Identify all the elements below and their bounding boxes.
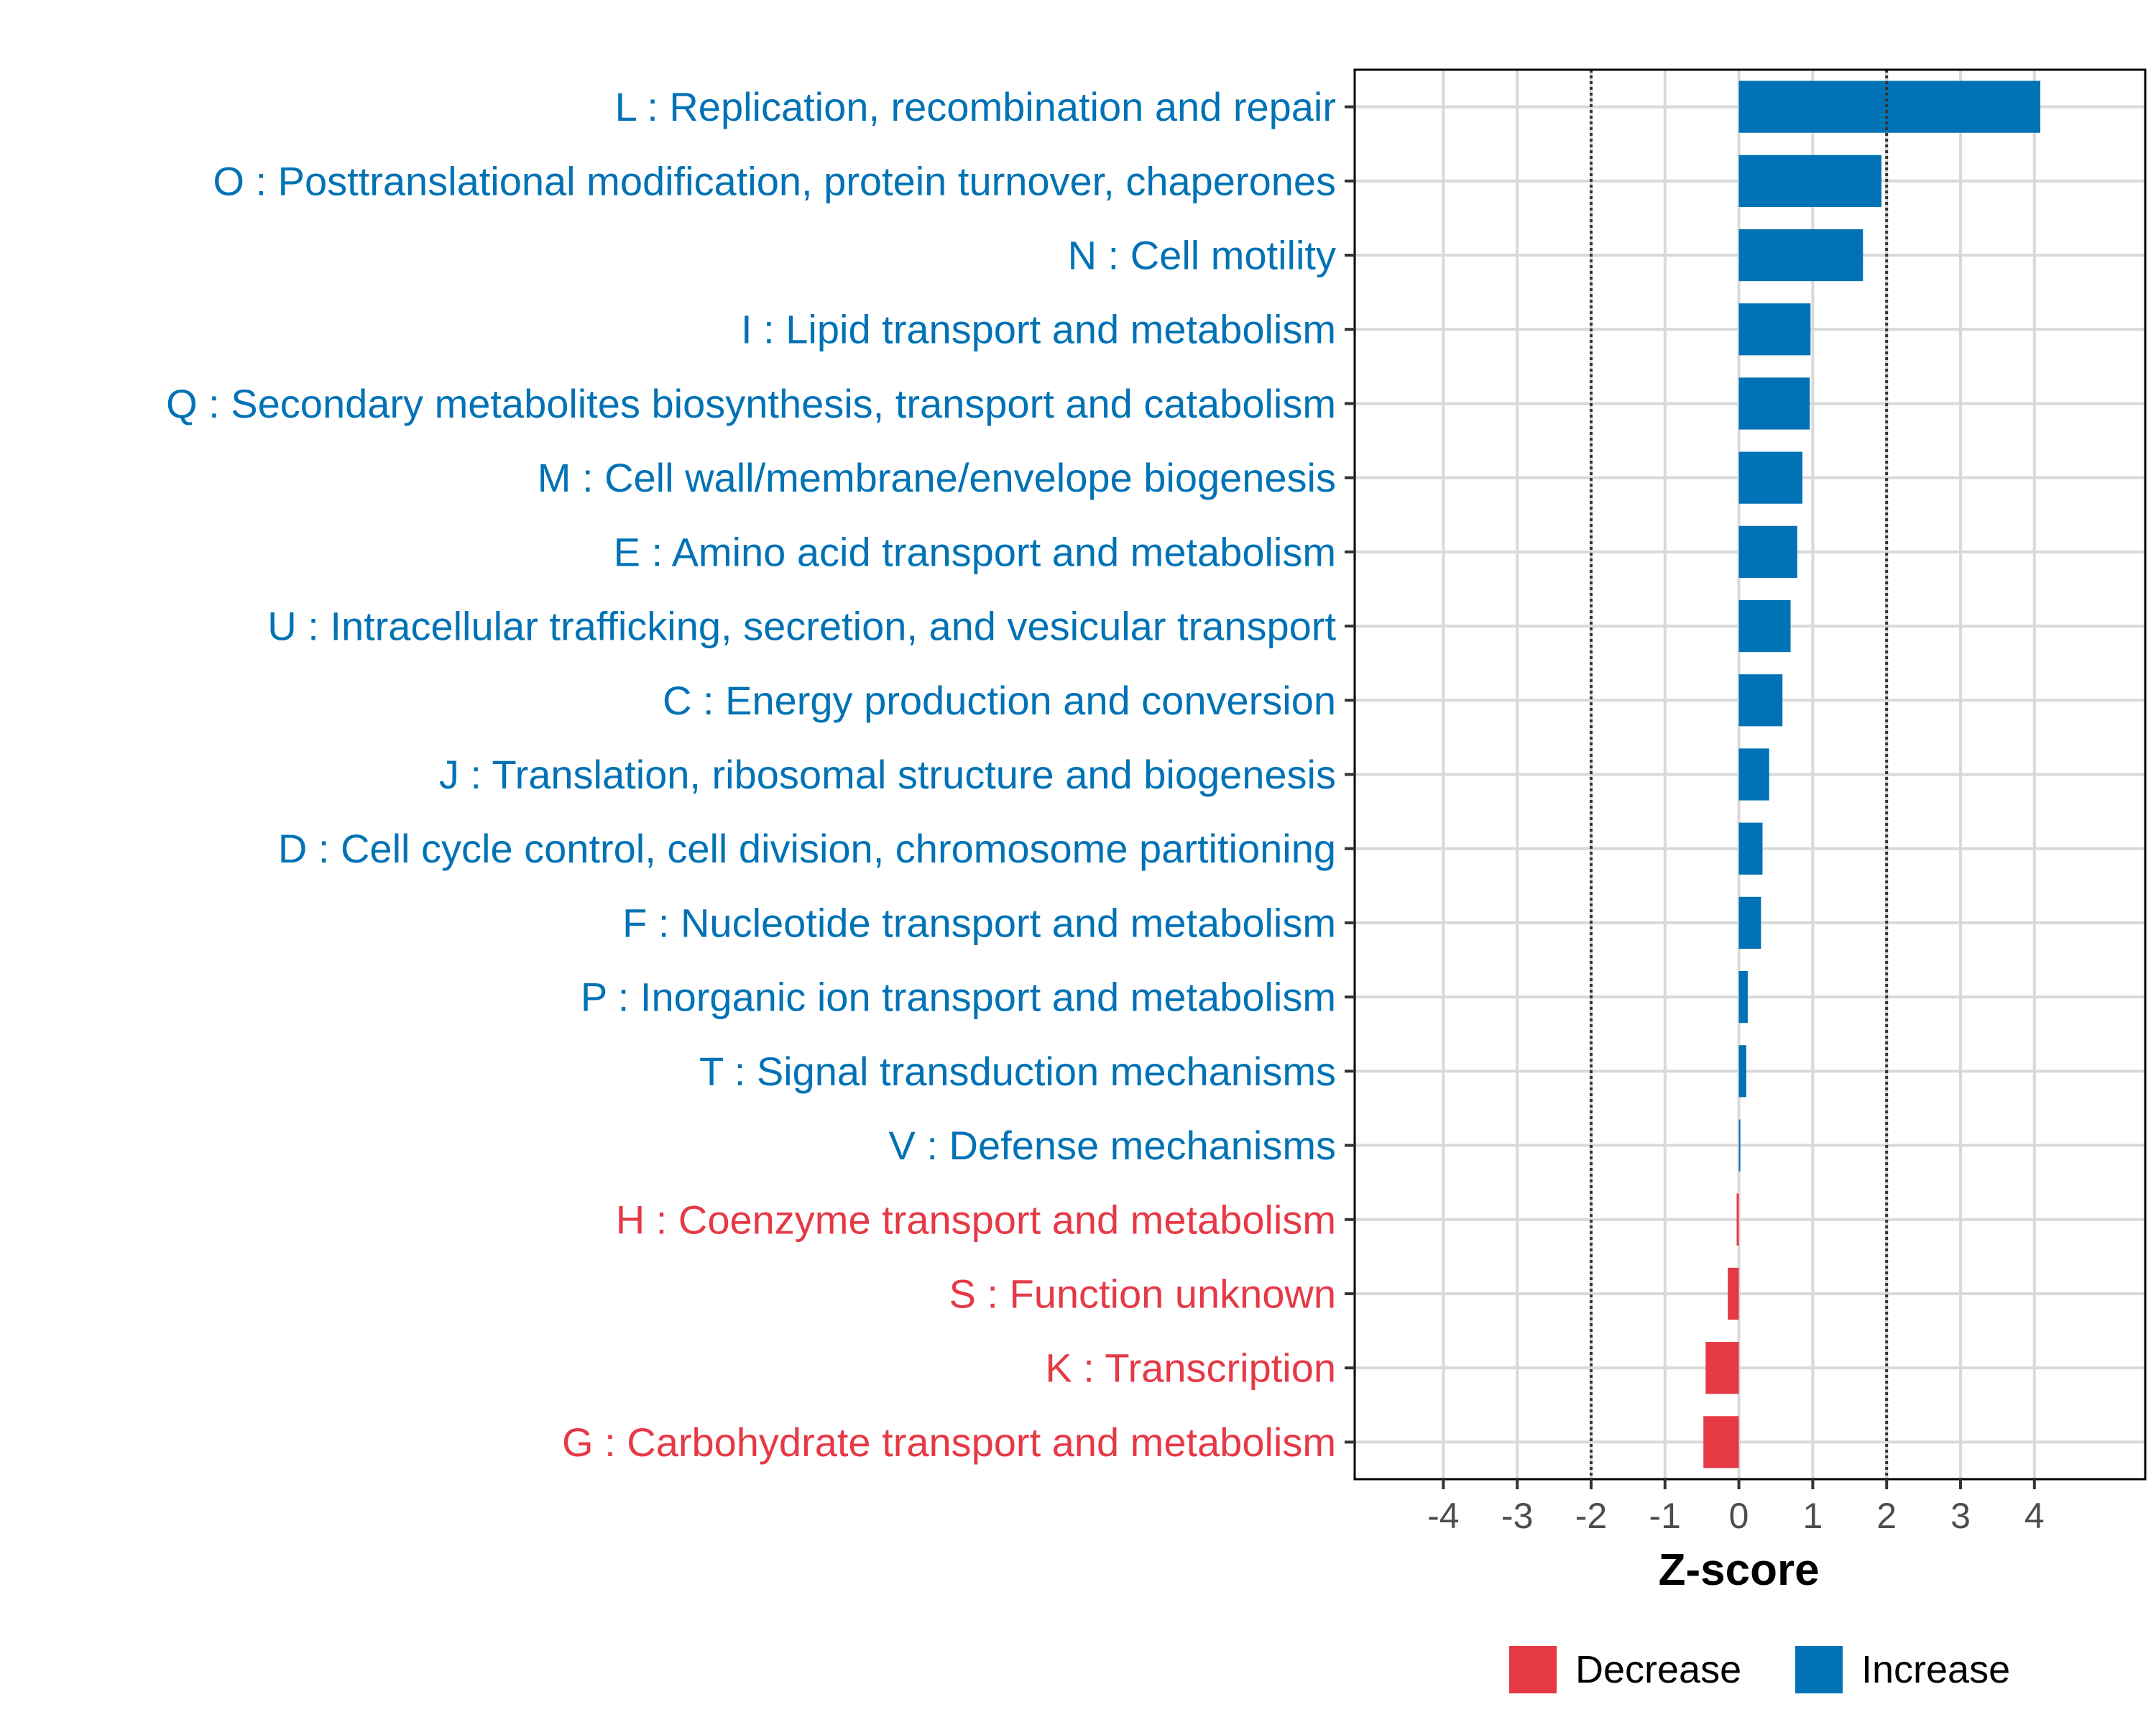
bar [1738,525,1797,578]
x-tick-label: -1 [1649,1496,1681,1536]
category-label: L : Replication, recombination and repai… [615,84,1336,129]
category-label: J : Translation, ribosomal structure and… [439,752,1336,797]
bar [1738,303,1811,356]
x-tick-label: 0 [1729,1496,1749,1536]
bar [1738,229,1864,282]
category-label: G : Carbohydrate transport and metabolis… [562,1420,1336,1465]
x-axis-title: Z-score [1659,1545,1820,1595]
category-label: U : Intracellular trafficking, secretion… [267,604,1336,649]
bar [1738,1045,1746,1098]
category-label: V : Defense mechanisms [889,1123,1336,1168]
x-tick-label: 1 [1802,1496,1823,1536]
bar [1738,674,1783,727]
bar [1738,896,1761,949]
x-tick-label: -3 [1501,1496,1533,1536]
category-label: T : Signal transduction mechanisms [699,1049,1336,1094]
category-label: F : Nucleotide transport and metabolism [622,900,1336,945]
legend-swatch [1509,1646,1557,1693]
x-tick-label: -4 [1427,1496,1459,1536]
bar [1738,451,1802,504]
category-label: K : Transcription [1045,1346,1336,1391]
bar [1738,1119,1741,1172]
x-tick-label: 2 [1876,1496,1897,1536]
bar [1738,80,2041,133]
category-label: S : Function unknown [949,1271,1336,1316]
legend-label: Decrease [1575,1648,1741,1691]
category-label: M : Cell wall/membrane/envelope biogenes… [538,455,1336,500]
category-label: N : Cell motility [1068,233,1336,278]
legend: Decrease Increase [1509,1646,2010,1693]
bar [1738,971,1748,1024]
legend-swatch [1795,1646,1843,1693]
x-tick-label: -2 [1575,1496,1607,1536]
legend-label: Increase [1861,1648,2010,1691]
bar [1736,1193,1739,1246]
bar [1728,1267,1739,1320]
bar [1738,155,1881,207]
category-label: I : Lipid transport and metabolism [741,307,1336,352]
category-label: C : Energy production and conversion [663,678,1336,723]
bar [1703,1416,1739,1468]
bars [1703,80,2041,1468]
category-label: O : Posttranslational modification, prot… [213,158,1336,203]
x-tick-label: 3 [1950,1496,1971,1536]
bar [1738,377,1810,430]
bar [1738,822,1763,875]
bar [1738,748,1769,801]
bar [1738,599,1791,653]
y-axis: L : Replication, recombination and repai… [166,84,1355,1465]
category-label: D : Cell cycle control, cell division, c… [278,826,1336,871]
x-axis: -4 -3 -2 -1 0 1 2 3 4 [1427,1479,2045,1536]
x-tick-label: 4 [2024,1496,2045,1536]
category-label: Q : Secondary metabolites biosynthesis, … [166,381,1336,426]
reference-lines [1589,70,1889,1479]
bar [1705,1342,1739,1394]
category-label: H : Coenzyme transport and metabolism [616,1197,1336,1242]
category-label: E : Amino acid transport and metabolism [614,529,1336,574]
category-label: P : Inorganic ion transport and metaboli… [581,975,1336,1020]
